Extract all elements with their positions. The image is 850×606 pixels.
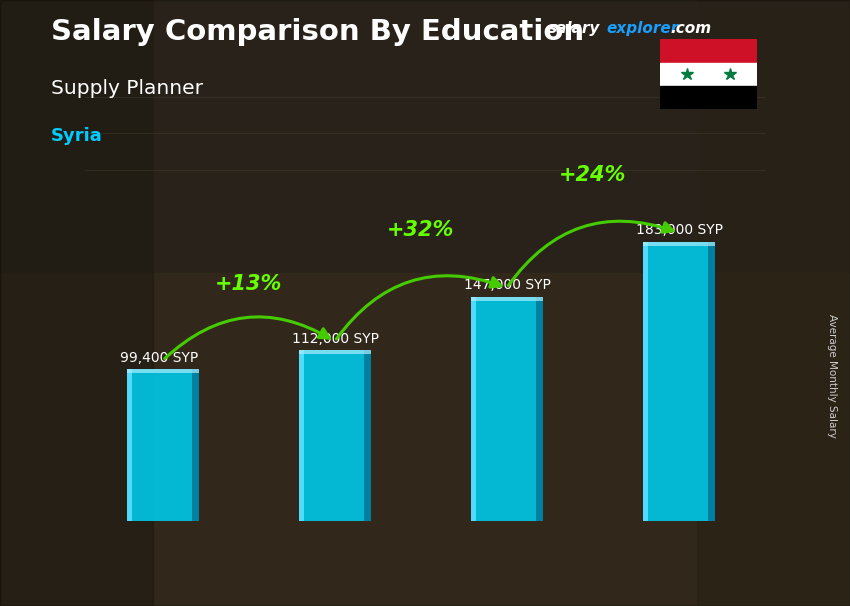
Text: 112,000 SYP: 112,000 SYP <box>292 332 379 346</box>
Bar <box>471 296 476 521</box>
Bar <box>697 0 850 606</box>
Bar <box>298 350 371 521</box>
Text: Supply Planner: Supply Planner <box>51 79 203 98</box>
Bar <box>0 273 850 606</box>
Bar <box>298 350 304 521</box>
Text: 99,400 SYP: 99,400 SYP <box>120 351 198 365</box>
Text: explorer: explorer <box>606 21 678 36</box>
Text: Salary Comparison By Education: Salary Comparison By Education <box>51 18 584 46</box>
Bar <box>471 296 543 521</box>
Bar <box>364 350 371 521</box>
Text: +32%: +32% <box>387 221 455 241</box>
Bar <box>536 296 543 521</box>
Bar <box>643 242 715 245</box>
Bar <box>0 0 153 606</box>
Bar <box>127 369 199 373</box>
Text: +13%: +13% <box>215 274 282 294</box>
Bar <box>643 242 649 521</box>
Bar <box>127 369 199 521</box>
Bar <box>0 0 850 273</box>
Bar <box>708 242 715 521</box>
Bar <box>660 39 757 62</box>
Bar <box>298 350 371 355</box>
Bar <box>643 242 715 521</box>
Bar <box>660 62 757 86</box>
Bar <box>471 296 543 301</box>
Bar <box>191 369 199 521</box>
Text: 183,000 SYP: 183,000 SYP <box>636 223 722 238</box>
Text: 147,000 SYP: 147,000 SYP <box>464 278 551 292</box>
Text: Syria: Syria <box>51 127 103 145</box>
Text: .com: .com <box>671 21 711 36</box>
Text: Average Monthly Salary: Average Monthly Salary <box>827 314 837 438</box>
Text: salary: salary <box>548 21 601 36</box>
Bar <box>660 86 757 109</box>
Text: +24%: +24% <box>559 165 626 185</box>
Bar <box>127 369 133 521</box>
